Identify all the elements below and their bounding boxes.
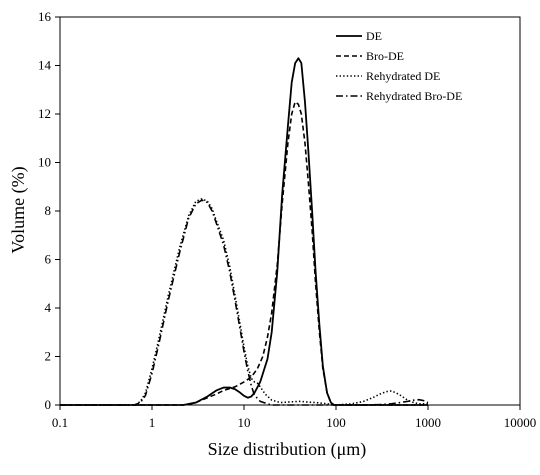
x-tick-label: 100: [326, 415, 346, 430]
y-tick-label: 2: [45, 349, 52, 364]
x-axis-title: Size distribution (μm): [208, 439, 367, 460]
x-tick-label: 10000: [504, 415, 537, 430]
x-tick-label: 10: [238, 415, 251, 430]
legend: DE Bro-DE Rehydrated DE Rehydrated Bro-DE: [336, 29, 462, 103]
y-tick-label: 10: [38, 155, 51, 170]
plot-area: [60, 57, 429, 406]
y-tick-label: 14: [38, 58, 52, 73]
legend-label-rehydrated-bro-de: Rehydrated Bro-DE: [366, 89, 462, 103]
plot-frame: [59, 16, 521, 406]
axes: 0 2 4 6 8 10 12 14 16 0.1 1 10 100 1000 10000: [38, 9, 536, 430]
y-tick-label: 0: [45, 397, 52, 412]
legend-label-bro-de: Bro-DE: [366, 49, 404, 63]
series-line-de: [60, 57, 428, 406]
x-tick-label: 0.1: [52, 415, 68, 430]
y-tick-label: 6: [45, 252, 52, 267]
series-line-rehydrated-de: [60, 198, 428, 406]
y-tick-label: 16: [38, 9, 52, 24]
x-tick-label: 1000: [415, 415, 441, 430]
x-tick-label: 1: [149, 415, 156, 430]
series-line-rehydrated-bro-de: [60, 199, 429, 406]
y-axis-title: Volume (%): [8, 166, 29, 253]
y-tick-label: 4: [45, 300, 52, 315]
legend-label-de: DE: [366, 29, 382, 43]
y-tick-label: 12: [38, 106, 51, 121]
legend-label-rehydrated-de: Rehydrated DE: [366, 69, 440, 83]
series-line-bro-de: [60, 101, 428, 406]
y-tick-label: 8: [45, 203, 52, 218]
